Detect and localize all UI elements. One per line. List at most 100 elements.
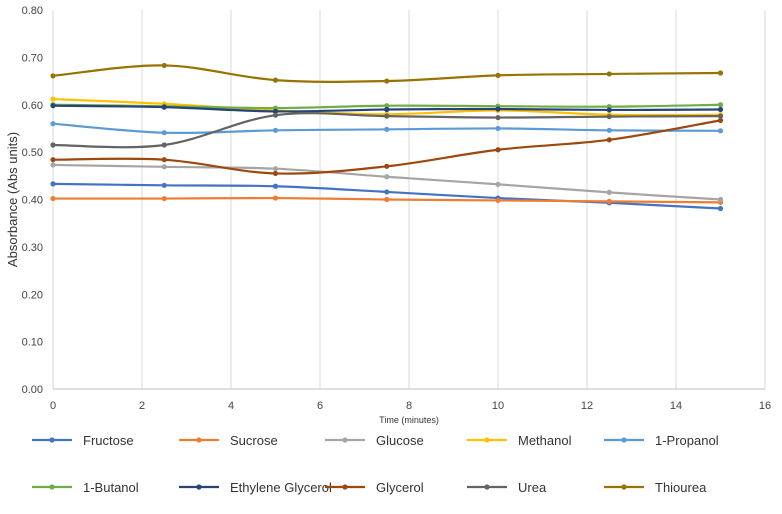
legend-swatch-marker bbox=[484, 437, 490, 443]
legend-label: Thiourea bbox=[655, 480, 707, 495]
data-point-glycerol bbox=[717, 117, 724, 123]
data-point-glucose bbox=[272, 166, 279, 172]
series-urea bbox=[50, 112, 724, 149]
data-point-thiourea bbox=[495, 72, 501, 78]
x-tick-label: 0 bbox=[50, 400, 56, 412]
legend-swatch-marker bbox=[49, 484, 55, 490]
data-point-glucose bbox=[384, 174, 390, 180]
legend-swatch-marker bbox=[484, 484, 490, 490]
y-tick-label: 0.50 bbox=[22, 147, 43, 159]
data-point-urea bbox=[384, 113, 390, 119]
data-point-1-propanol bbox=[717, 128, 724, 134]
data-point-glucose bbox=[606, 189, 612, 195]
data-point-fructose bbox=[717, 205, 724, 212]
data-point-glycerol bbox=[272, 170, 279, 177]
data-point-urea bbox=[272, 112, 279, 118]
data-point-ethylene-glycerol bbox=[384, 106, 390, 113]
data-point-sucrose bbox=[606, 198, 612, 204]
x-tick-label: 10 bbox=[492, 400, 504, 412]
legend-label: Glycerol bbox=[376, 480, 424, 495]
y-axis-title: Absorbance (Abs units) bbox=[5, 132, 20, 267]
y-tick-label: 0.40 bbox=[22, 195, 43, 207]
x-tick-label: 2 bbox=[139, 400, 145, 412]
legend-item-1-propanol: 1-Propanol bbox=[604, 433, 719, 448]
legend-item-sucrose: Sucrose bbox=[179, 433, 278, 448]
data-point-ethylene-glycerol bbox=[495, 106, 501, 112]
data-point-sucrose bbox=[495, 197, 501, 204]
legend-item-methanol: Methanol bbox=[467, 433, 572, 448]
legend-item-ethylene-glycerol: Ethylene Glycerol bbox=[179, 480, 332, 495]
legend-swatch-marker bbox=[49, 437, 55, 443]
data-point-1-butanol bbox=[384, 103, 390, 109]
x-tick-label: 4 bbox=[228, 400, 234, 412]
data-point-glucose bbox=[161, 164, 167, 170]
y-tick-label: 0.00 bbox=[22, 384, 43, 396]
data-point-urea bbox=[717, 113, 724, 119]
data-point-glucose bbox=[717, 196, 724, 203]
legend-label: Sucrose bbox=[230, 433, 278, 448]
data-point-fructose bbox=[272, 183, 279, 189]
data-point-glycerol bbox=[50, 157, 56, 163]
y-tick-label: 0.70 bbox=[22, 52, 43, 64]
series-sucrose bbox=[50, 195, 724, 205]
legend-item-glucose: Glucose bbox=[325, 433, 424, 448]
data-point-glucose bbox=[50, 162, 56, 168]
series-glucose bbox=[50, 162, 724, 203]
data-point-glycerol bbox=[495, 147, 501, 153]
data-point-1-propanol bbox=[606, 127, 612, 133]
data-point-fructose bbox=[161, 182, 167, 188]
data-point-1-propanol bbox=[50, 121, 56, 127]
series-thiourea bbox=[50, 62, 724, 84]
series-fructose bbox=[50, 181, 724, 212]
data-point-ethylene-glycerol bbox=[161, 104, 167, 110]
data-point-thiourea bbox=[717, 70, 724, 76]
data-point-glycerol bbox=[606, 137, 612, 143]
x-tick-label: 14 bbox=[670, 400, 682, 412]
data-point-sucrose bbox=[384, 196, 390, 203]
y-tick-label: 0.20 bbox=[22, 289, 43, 301]
legend-swatch-marker bbox=[621, 484, 627, 490]
data-point-sucrose bbox=[161, 195, 167, 202]
legend-label: Glucose bbox=[376, 433, 424, 448]
legend-item-thiourea: Thiourea bbox=[604, 480, 707, 495]
data-point-glycerol bbox=[161, 157, 167, 163]
x-tick-labels: 0 2 4 6 8 10 12 14 16 bbox=[50, 400, 771, 412]
data-point-ethylene-glycerol bbox=[717, 106, 724, 113]
legend-swatch-marker bbox=[196, 484, 202, 490]
data-point-1-butanol bbox=[717, 102, 724, 108]
series-layer bbox=[50, 62, 724, 212]
data-point-urea bbox=[50, 142, 56, 148]
data-point-glycerol bbox=[384, 163, 390, 169]
legend-swatch-marker bbox=[621, 437, 627, 443]
y-tick-label: 0.30 bbox=[22, 242, 43, 254]
legend-swatch-marker bbox=[342, 437, 348, 443]
legend-label: Fructose bbox=[83, 433, 134, 448]
legend-label: 1-Propanol bbox=[655, 433, 719, 448]
legend-label: Urea bbox=[518, 480, 547, 495]
legend: Fructose Sucrose Glucose Methanol 1-Propanol… bbox=[32, 433, 719, 495]
y-tick-label: 0.80 bbox=[22, 5, 43, 17]
data-point-urea bbox=[606, 113, 612, 120]
series-1-propanol bbox=[50, 121, 724, 136]
data-point-fructose bbox=[50, 181, 56, 187]
x-tick-label: 6 bbox=[317, 400, 323, 412]
data-point-thiourea bbox=[50, 73, 56, 79]
data-point-ethylene-glycerol bbox=[50, 103, 56, 109]
data-point-urea bbox=[495, 114, 501, 121]
legend-item-glycerol: Glycerol bbox=[325, 480, 424, 495]
legend-item-fructose: Fructose bbox=[32, 433, 134, 448]
data-point-1-propanol bbox=[272, 127, 279, 133]
x-tick-label: 8 bbox=[406, 400, 412, 412]
data-point-ethylene-glycerol bbox=[606, 107, 612, 113]
legend-item-urea: Urea bbox=[467, 480, 547, 495]
x-tick-label: 12 bbox=[581, 400, 593, 412]
data-point-1-propanol bbox=[161, 130, 167, 136]
legend-swatch-marker bbox=[342, 484, 348, 490]
data-point-1-propanol bbox=[495, 125, 501, 132]
data-point-urea bbox=[161, 142, 167, 148]
data-point-glucose bbox=[495, 181, 501, 187]
data-point-fructose bbox=[384, 189, 390, 195]
y-tick-labels: 0.00 0.10 0.20 0.30 0.40 0.50 0.60 0.70 0.80 bbox=[22, 5, 43, 396]
legend-item-1-butanol: 1-Butanol bbox=[32, 480, 139, 495]
